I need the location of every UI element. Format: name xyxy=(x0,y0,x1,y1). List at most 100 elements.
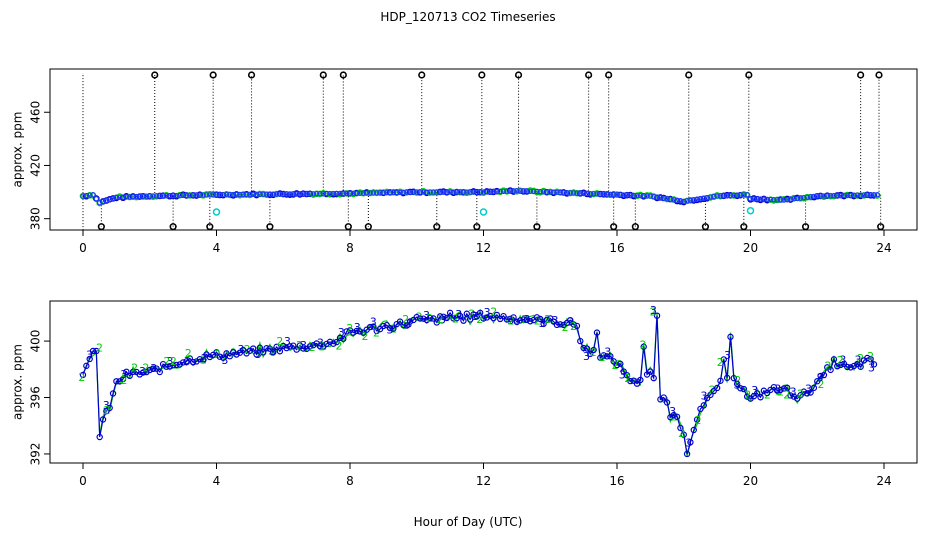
data-point xyxy=(817,193,824,199)
data-point-3 xyxy=(109,390,117,397)
series-symbol-3: 3 xyxy=(619,369,626,382)
data-point xyxy=(857,192,864,198)
data-point-3 xyxy=(700,402,707,409)
series-symbol-2: 2 xyxy=(390,322,397,335)
series-symbol-3: 3 xyxy=(317,336,324,349)
data-point-3 xyxy=(567,316,574,324)
data-point xyxy=(851,192,857,198)
series-symbol-2: 2 xyxy=(416,311,423,324)
x-tick-label: 20 xyxy=(743,474,758,488)
data-point xyxy=(437,189,443,195)
series-symbol-2: 2 xyxy=(867,350,874,363)
data-point xyxy=(554,189,560,196)
flag-marker-high xyxy=(418,71,426,79)
data-point-3 xyxy=(697,405,704,413)
data-point-3 xyxy=(647,368,654,375)
data-point-3 xyxy=(503,316,511,323)
flag-marker-low xyxy=(631,223,639,231)
data-point-3 xyxy=(517,317,524,324)
data-point xyxy=(584,190,590,197)
data-point-3 xyxy=(129,368,137,376)
data-point xyxy=(761,196,767,202)
cyan-point xyxy=(746,206,755,215)
data-point xyxy=(540,189,547,195)
data-point xyxy=(257,191,263,198)
data-point xyxy=(731,192,737,199)
data-point-3 xyxy=(693,416,701,423)
series-symbol-2: 2 xyxy=(402,313,409,326)
data-point xyxy=(534,188,540,195)
flag-marker-low xyxy=(610,223,618,231)
data-point xyxy=(874,192,881,198)
data-point xyxy=(744,192,750,198)
data-point xyxy=(754,196,760,202)
data-point xyxy=(357,190,363,196)
series-symbol-2: 2 xyxy=(825,360,832,373)
y-tick-label: 380 xyxy=(29,207,43,230)
series-symbol-3: 3 xyxy=(567,315,574,328)
data-point xyxy=(210,192,216,198)
data-point xyxy=(527,188,533,194)
data-point xyxy=(80,193,86,199)
data-point xyxy=(363,190,370,196)
data-point-3 xyxy=(163,363,170,370)
data-point xyxy=(490,188,497,195)
series-symbol-3: 3 xyxy=(685,437,692,450)
series-symbol-3: 3 xyxy=(166,355,173,368)
data-point-3 xyxy=(787,392,794,399)
data-point-3 xyxy=(523,316,531,323)
data-point xyxy=(704,194,710,201)
data-point xyxy=(774,197,780,203)
data-point-3 xyxy=(260,349,267,356)
data-point-3 xyxy=(446,309,454,317)
data-point xyxy=(804,194,810,200)
data-point-3 xyxy=(737,385,744,392)
data-point-3 xyxy=(753,390,761,397)
data-point-3 xyxy=(510,314,517,321)
flag-marker-high xyxy=(209,71,217,79)
data-point-3 xyxy=(189,358,197,366)
data-point-3 xyxy=(149,365,157,372)
data-point xyxy=(801,194,807,201)
data-point xyxy=(847,192,854,199)
data-point-3 xyxy=(837,361,844,369)
series-symbol-2: 2 xyxy=(624,372,631,385)
series-symbol-2: 2 xyxy=(120,374,127,387)
flag-marker-low xyxy=(169,223,177,231)
data-point xyxy=(143,193,150,199)
data-point xyxy=(307,191,313,197)
data-point-3 xyxy=(266,345,274,352)
data-point xyxy=(791,196,797,202)
series-symbol-2: 2 xyxy=(599,351,606,364)
data-point xyxy=(821,193,827,199)
data-point-3 xyxy=(713,384,721,392)
data-point-3 xyxy=(617,360,624,368)
cyan-point xyxy=(212,208,221,216)
data-point-3 xyxy=(527,318,534,325)
data-point xyxy=(317,191,323,197)
data-point xyxy=(647,193,654,199)
data-point xyxy=(484,189,490,195)
data-point-3 xyxy=(820,371,828,379)
data-point xyxy=(127,194,133,200)
data-point-3 xyxy=(250,345,257,352)
data-point-3 xyxy=(780,385,788,392)
data-point-3 xyxy=(290,342,297,349)
data-point xyxy=(147,193,153,199)
data-point xyxy=(524,188,530,194)
data-point xyxy=(300,191,306,197)
data-point-3 xyxy=(633,380,641,387)
series-symbol-2: 2 xyxy=(717,356,724,369)
flag-marker-low xyxy=(533,223,541,231)
series-symbol-2: 2 xyxy=(346,322,353,335)
data-point xyxy=(867,192,874,198)
data-point xyxy=(434,189,440,195)
series-symbol-2: 2 xyxy=(437,313,444,326)
data-point-3 xyxy=(199,357,207,364)
data-point xyxy=(854,192,861,198)
data-point xyxy=(133,193,140,200)
series-symbol-2: 2 xyxy=(857,352,864,365)
series-symbol-3: 3 xyxy=(284,335,291,348)
series-symbol-2: 2 xyxy=(452,313,459,326)
series-symbol-2: 2 xyxy=(818,378,825,391)
